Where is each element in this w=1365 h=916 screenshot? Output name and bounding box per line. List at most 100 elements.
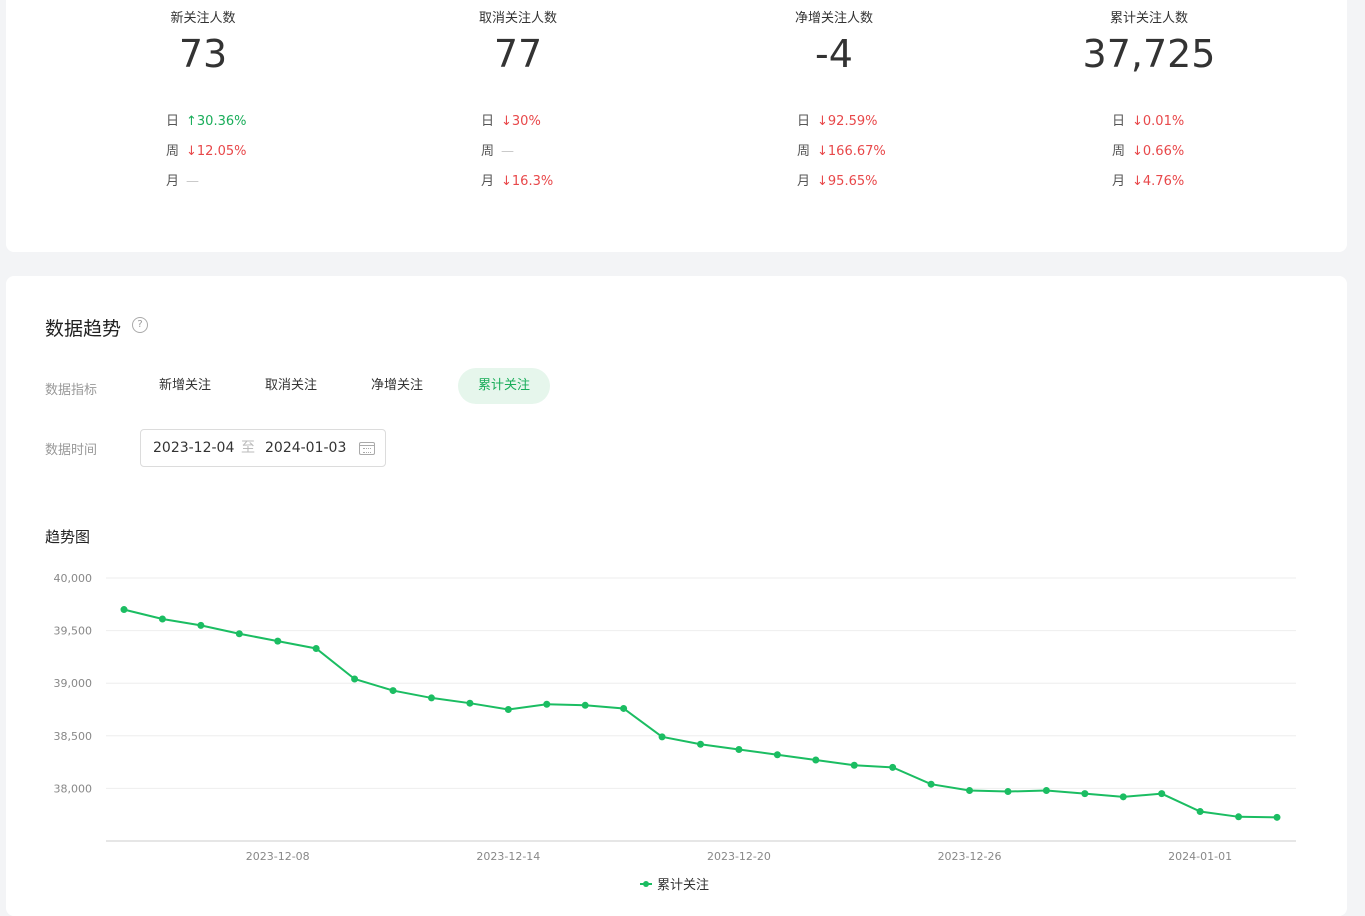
chart-title: 趋势图: [45, 528, 91, 546]
tab-new-follow[interactable]: 新增关注: [159, 378, 212, 393]
series-line: [123, 608, 1278, 819]
compare-row-week: 周 ↓0.66%: [1112, 140, 1184, 159]
help-icon[interactable]: ?: [132, 317, 148, 333]
compare-row-week: 周 ↓12.05%: [166, 140, 246, 159]
data-point: [1235, 813, 1243, 821]
data-point: [773, 751, 781, 759]
data-point: [1119, 793, 1127, 801]
compare-row-month: 月 ↓16.3%: [481, 170, 553, 189]
data-point: [581, 701, 589, 709]
data-point: [1196, 808, 1204, 816]
y-tick-label: 39,000: [54, 677, 93, 690]
stat-title: 取消关注人数: [478, 11, 557, 26]
y-tick-label: 39,500: [54, 625, 93, 638]
data-point: [543, 700, 551, 708]
compare-label: 月: [481, 174, 495, 189]
data-point: [658, 733, 666, 741]
compare-label: 月: [166, 174, 180, 189]
x-tick-label: 2024-01-01: [1168, 850, 1232, 863]
data-point: [889, 763, 897, 771]
compare-value: 30.36%: [196, 114, 247, 129]
data-point: [235, 630, 243, 638]
compare-value: 12.05%: [196, 144, 247, 159]
compare-value: 0.66%: [1142, 144, 1185, 159]
compare-row-month: 月 ↓4.76%: [1112, 170, 1184, 189]
stat-value: 37,725: [1082, 32, 1216, 76]
compare-value: 92.59%: [827, 114, 878, 129]
data-point: [466, 699, 474, 707]
compare-label: 日: [1112, 114, 1126, 129]
compare-label: 周: [481, 144, 495, 159]
stat-value: 77: [493, 32, 543, 76]
data-point: [697, 740, 704, 748]
data-point: [120, 606, 128, 614]
data-point: [812, 756, 820, 764]
x-tick-label: 2023-12-26: [938, 850, 1002, 863]
data-point: [312, 644, 320, 652]
arrow-down-icon: ↓: [501, 174, 512, 189]
data-point: [1042, 787, 1050, 795]
data-point: [427, 694, 435, 702]
date-separator: 至: [241, 440, 255, 456]
arrow-down-icon: ↓: [1132, 114, 1143, 129]
date-start[interactable]: 2023-12-04: [153, 440, 235, 456]
stat-title: 净增关注人数: [794, 11, 873, 26]
compare-value: 166.67%: [827, 144, 886, 159]
legend-marker: [643, 881, 649, 887]
tab-total-follow[interactable]: 累计关注: [458, 368, 551, 404]
stat-title: 新关注人数: [170, 11, 236, 26]
data-point: [620, 704, 628, 712]
section-title: 数据趋势: [45, 318, 122, 340]
arrow-up-icon: ↑: [186, 114, 197, 129]
tab-net-follow[interactable]: 净增关注: [371, 378, 424, 393]
tab-unfollow[interactable]: 取消关注: [265, 378, 318, 393]
arrow-down-icon: ↓: [1132, 174, 1143, 189]
compare-label: 月: [797, 174, 811, 189]
data-point: [158, 615, 166, 623]
data-point: [927, 780, 935, 788]
compare-label: 日: [166, 114, 180, 129]
data-point: [197, 621, 205, 629]
stat-title: 累计关注人数: [1109, 11, 1188, 26]
compare-row-day: 日 ↓0.01%: [1112, 110, 1184, 129]
calendar-icon[interactable]: [359, 442, 375, 455]
compare-row-day: 日 ↓92.59%: [797, 110, 877, 129]
compare-label: 月: [1112, 174, 1126, 189]
compare-row-month: 月 —: [166, 170, 199, 189]
compare-label: 周: [797, 144, 811, 159]
date-end[interactable]: 2024-01-03: [265, 440, 347, 456]
data-point: [850, 761, 858, 769]
compare-value: 95.65%: [827, 174, 878, 189]
legend-label: 累计关注: [657, 878, 709, 893]
compare-row-day: 日 ↓30%: [481, 110, 541, 129]
compare-label: 日: [481, 114, 495, 129]
data-point: [351, 675, 359, 683]
arrow-down-icon: ↓: [501, 114, 512, 129]
arrow-down-icon: ↓: [817, 114, 828, 129]
arrow-down-icon: ↓: [817, 144, 828, 159]
compare-value: —: [501, 144, 514, 159]
y-tick-label: 38,500: [54, 730, 93, 743]
compare-value: —: [186, 174, 199, 189]
trend-card: 数据趋势 ? 数据指标 新增关注 取消关注 净增关注 累计关注 数据时间 202…: [6, 276, 1347, 916]
data-point: [1158, 790, 1166, 798]
data-point: [504, 706, 512, 713]
data-point: [1004, 788, 1012, 796]
compare-label: 周: [1112, 144, 1126, 159]
compare-row-week: 周 ↓166.67%: [797, 140, 886, 159]
y-tick-label: 40,000: [54, 572, 93, 585]
time-label: 数据时间: [45, 443, 98, 458]
date-range-picker[interactable]: 2023-12-04 至 2024-01-03: [140, 429, 386, 467]
data-point: [1081, 790, 1089, 798]
data-point: [966, 787, 974, 795]
arrow-down-icon: ↓: [817, 174, 828, 189]
stat-value: 73: [178, 32, 228, 76]
x-tick-label: 2023-12-20: [707, 850, 771, 863]
data-point: [389, 687, 397, 695]
x-tick-label: 2023-12-08: [246, 850, 310, 863]
compare-row-week: 周 —: [481, 140, 514, 159]
y-tick-label: 38,000: [54, 782, 93, 795]
compare-value: 4.76%: [1142, 174, 1185, 189]
trend-chart: 40,000 39,500 39,000 38,500 38,000 2023-12-08…: [54, 572, 1296, 893]
stat-value: -4: [815, 32, 853, 76]
